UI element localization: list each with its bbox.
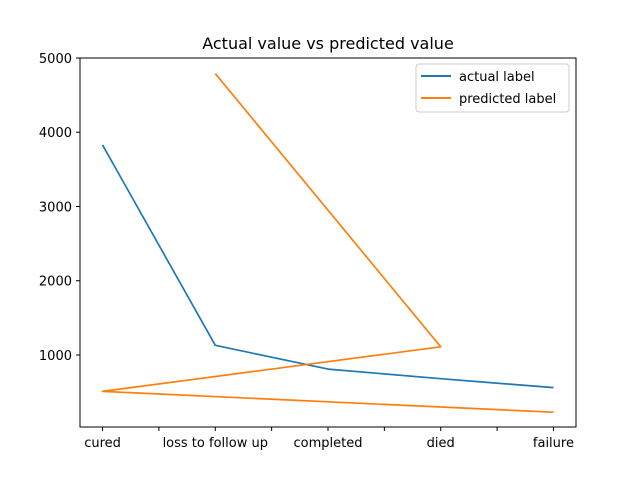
y-axis: 1000 2000 3000 4000 5000 bbox=[39, 52, 80, 364]
series-line-1 bbox=[101, 144, 554, 389]
series-layer bbox=[101, 73, 554, 414]
chart-title: Actual value vs predicted value bbox=[202, 34, 454, 53]
y-tick-label: 2000 bbox=[39, 275, 72, 290]
y-tick-label: 1000 bbox=[39, 349, 72, 364]
legend-label-predicted: predicted label bbox=[459, 92, 556, 107]
y-tick-label: 3000 bbox=[39, 200, 72, 215]
x-axis: cured loss to follow up completed died failu… bbox=[84, 427, 574, 451]
x-tick-label: failure bbox=[533, 436, 574, 451]
plot-area-frame bbox=[79, 57, 577, 428]
series-line-2 bbox=[101, 73, 554, 414]
x-tick-label: completed bbox=[294, 436, 363, 451]
legend-label-actual: actual label bbox=[459, 70, 535, 85]
x-tick-label: loss to follow up bbox=[163, 436, 268, 451]
y-tick-label: 5000 bbox=[39, 52, 72, 67]
x-tick-label: died bbox=[427, 436, 455, 451]
legend: actual label predicted label bbox=[415, 63, 570, 113]
legend-box bbox=[415, 63, 570, 113]
x-tick-label: cured bbox=[84, 436, 121, 451]
y-tick-label: 4000 bbox=[39, 126, 72, 141]
